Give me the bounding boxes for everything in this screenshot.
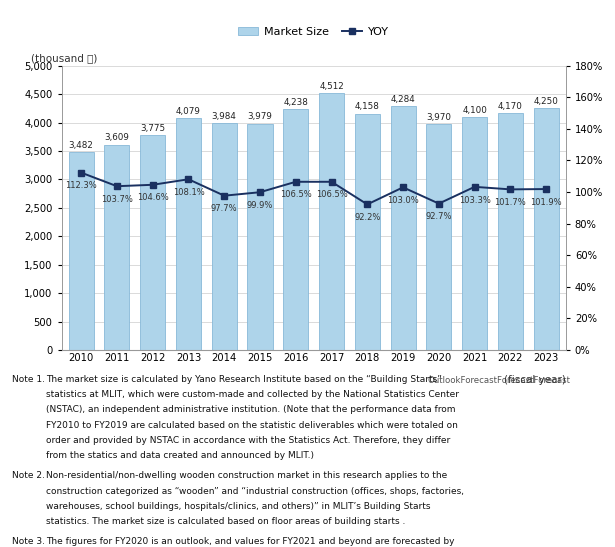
Text: The figures for FY2020 is an outlook, and values for FY2021 and beyond are forec: The figures for FY2020 is an outlook, an… <box>46 537 454 546</box>
Bar <box>105 145 129 350</box>
Bar <box>176 118 201 350</box>
Text: 112.3%: 112.3% <box>65 181 97 190</box>
Text: 4,079: 4,079 <box>176 107 201 116</box>
Text: from the statics and data created and announced by MLIT.): from the statics and data created and an… <box>46 451 314 460</box>
Text: 4,158: 4,158 <box>355 102 379 111</box>
Text: 106.5%: 106.5% <box>315 190 347 200</box>
Text: 97.7%: 97.7% <box>211 205 237 213</box>
Bar <box>319 94 344 350</box>
Bar <box>498 113 523 350</box>
Text: 4,100: 4,100 <box>462 106 487 114</box>
Text: 4,170: 4,170 <box>498 102 523 110</box>
Text: OutlookForecastForecastForecast: OutlookForecastForecastForecast <box>427 376 570 385</box>
Text: 103.3%: 103.3% <box>459 195 491 205</box>
Text: 4,512: 4,512 <box>319 82 344 91</box>
Text: Non-residential/non-dwelling wooden construction market in this research applies: Non-residential/non-dwelling wooden cons… <box>46 471 447 480</box>
Text: (thousand ㎡): (thousand ㎡) <box>31 53 97 63</box>
Text: 4,238: 4,238 <box>284 98 308 107</box>
Text: 92.7%: 92.7% <box>426 212 452 222</box>
Text: warehouses, school buildings, hospitals/clinics, and others)” in MLIT’s Building: warehouses, school buildings, hospitals/… <box>46 502 430 511</box>
Bar <box>391 106 416 350</box>
Text: 101.9%: 101.9% <box>530 198 562 207</box>
Bar <box>355 114 380 350</box>
Legend: Market Size, YOY: Market Size, YOY <box>239 27 389 37</box>
Text: Note 3.: Note 3. <box>12 537 46 546</box>
Text: 108.1%: 108.1% <box>173 188 204 197</box>
Bar <box>69 152 93 350</box>
Text: The market size is calculated by Yano Research Institute based on the “Building : The market size is calculated by Yano Re… <box>46 375 442 383</box>
Text: 92.2%: 92.2% <box>354 213 381 222</box>
Text: 3,775: 3,775 <box>140 124 165 133</box>
Text: statistics at MLIT, which were custom-made and collected by the National Statist: statistics at MLIT, which were custom-ma… <box>46 390 459 399</box>
Text: Note 1.: Note 1. <box>12 375 46 383</box>
Text: 3,482: 3,482 <box>69 141 93 150</box>
Text: 3,970: 3,970 <box>426 113 451 122</box>
Text: 103.0%: 103.0% <box>387 196 419 205</box>
Text: 106.5%: 106.5% <box>280 190 312 200</box>
Bar <box>212 124 237 350</box>
Text: (NSTAC), an independent administrative institution. (Note that the performance d: (NSTAC), an independent administrative i… <box>46 405 456 414</box>
Bar <box>284 109 308 350</box>
Text: statistics. The market size is calculated based on floor areas of building start: statistics. The market size is calculate… <box>46 517 405 526</box>
Text: 4,284: 4,284 <box>391 95 416 104</box>
Text: order and provided by NSTAC in accordance with the Statistics Act. Therefore, th: order and provided by NSTAC in accordanc… <box>46 436 450 445</box>
Text: 3,984: 3,984 <box>212 112 237 121</box>
Bar <box>247 124 272 350</box>
Bar <box>534 108 558 350</box>
Text: (fiscal year): (fiscal year) <box>504 375 566 385</box>
Text: 3,979: 3,979 <box>248 113 272 121</box>
Text: 3,609: 3,609 <box>105 133 129 143</box>
Bar <box>462 117 487 350</box>
Text: 101.7%: 101.7% <box>494 198 526 207</box>
Text: 104.6%: 104.6% <box>137 194 169 202</box>
Text: 4,250: 4,250 <box>534 97 558 106</box>
Text: 99.9%: 99.9% <box>247 201 273 210</box>
Text: 103.7%: 103.7% <box>101 195 133 204</box>
Bar <box>426 124 451 350</box>
Text: construction categorized as “wooden” and “industrial construction (offices, shop: construction categorized as “wooden” and… <box>46 486 464 496</box>
Text: FY2010 to FY2019 are calculated based on the statistic deliverables which were t: FY2010 to FY2019 are calculated based on… <box>46 421 458 429</box>
Bar <box>140 135 165 350</box>
Text: Note 2.: Note 2. <box>12 471 45 480</box>
